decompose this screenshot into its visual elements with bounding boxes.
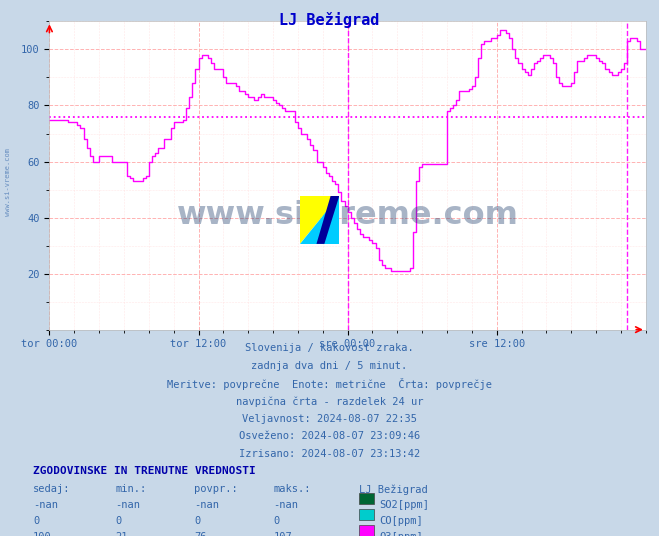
Text: 100: 100 bbox=[33, 532, 51, 536]
Text: 76: 76 bbox=[194, 532, 207, 536]
Text: -nan: -nan bbox=[194, 500, 219, 510]
Text: povpr.:: povpr.: bbox=[194, 484, 238, 494]
Polygon shape bbox=[300, 196, 339, 244]
Text: min.:: min.: bbox=[115, 484, 146, 494]
Text: 0: 0 bbox=[33, 516, 39, 526]
Polygon shape bbox=[300, 196, 339, 244]
Text: navpična črta - razdelek 24 ur: navpična črta - razdelek 24 ur bbox=[236, 396, 423, 407]
Text: -nan: -nan bbox=[33, 500, 58, 510]
Text: LJ Bežigrad: LJ Bežigrad bbox=[359, 484, 428, 495]
Text: www.si-vreme.com: www.si-vreme.com bbox=[5, 148, 11, 216]
Text: maks.:: maks.: bbox=[273, 484, 311, 494]
Text: Izrisano: 2024-08-07 23:13:42: Izrisano: 2024-08-07 23:13:42 bbox=[239, 449, 420, 459]
Text: Osveženo: 2024-08-07 23:09:46: Osveženo: 2024-08-07 23:09:46 bbox=[239, 431, 420, 442]
Text: 0: 0 bbox=[273, 516, 279, 526]
Polygon shape bbox=[316, 196, 339, 244]
Text: -nan: -nan bbox=[115, 500, 140, 510]
Text: SO2[ppm]: SO2[ppm] bbox=[379, 500, 429, 510]
Text: www.si-vreme.com: www.si-vreme.com bbox=[177, 200, 519, 231]
Text: O3[ppm]: O3[ppm] bbox=[379, 532, 422, 536]
Text: 107: 107 bbox=[273, 532, 292, 536]
Text: CO[ppm]: CO[ppm] bbox=[379, 516, 422, 526]
Text: Veljavnost: 2024-08-07 22:35: Veljavnost: 2024-08-07 22:35 bbox=[242, 414, 417, 424]
Text: 21: 21 bbox=[115, 532, 128, 536]
Text: zadnja dva dni / 5 minut.: zadnja dva dni / 5 minut. bbox=[251, 361, 408, 371]
Text: 0: 0 bbox=[115, 516, 121, 526]
Text: sedaj:: sedaj: bbox=[33, 484, 71, 494]
Text: Meritve: povprečne  Enote: metrične  Črta: povprečje: Meritve: povprečne Enote: metrične Črta:… bbox=[167, 378, 492, 390]
Text: 0: 0 bbox=[194, 516, 200, 526]
Text: ZGODOVINSKE IN TRENUTNE VREDNOSTI: ZGODOVINSKE IN TRENUTNE VREDNOSTI bbox=[33, 466, 256, 477]
Text: -nan: -nan bbox=[273, 500, 299, 510]
Text: LJ Bežigrad: LJ Bežigrad bbox=[279, 12, 380, 28]
Text: Slovenija / kakovost zraka.: Slovenija / kakovost zraka. bbox=[245, 343, 414, 353]
